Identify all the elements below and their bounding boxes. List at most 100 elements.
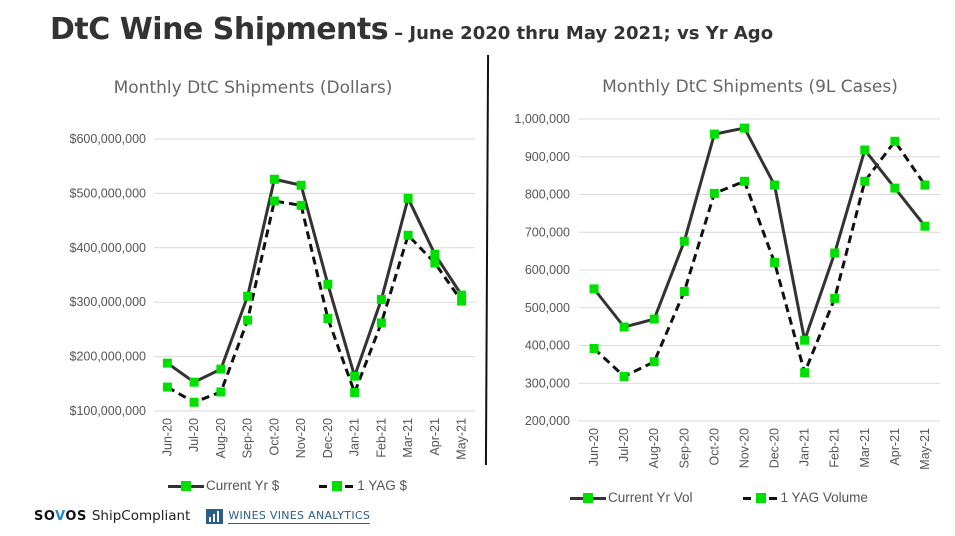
y-tick-label: $500,000,000 — [70, 186, 147, 200]
data-point-current — [162, 358, 172, 368]
y-tick-label: $300,000,000 — [70, 295, 147, 309]
data-point-current — [589, 284, 599, 294]
title-main: DtC Wine Shipments — [50, 12, 389, 47]
solid-line-marker-icon — [570, 492, 606, 503]
data-point-yag — [830, 293, 840, 303]
y-tick-label: 700,000 — [525, 225, 570, 239]
title-subtitle: – June 2020 thru May 2021; vs Yr Ago — [394, 23, 774, 44]
y-tick-label: $600,000,000 — [70, 132, 147, 146]
y-tick-label: 800,000 — [525, 188, 570, 202]
bar-chart-logo-icon — [206, 508, 224, 524]
y-tick-label: 600,000 — [525, 263, 570, 277]
x-tick-label: Oct-20 — [707, 428, 721, 466]
x-tick-label: Jun-20 — [587, 428, 601, 466]
x-tick-label: Dec-20 — [321, 418, 335, 458]
solid-line-marker-icon — [168, 480, 204, 491]
data-point-yag — [376, 318, 386, 328]
data-point-current — [739, 123, 749, 133]
wines-vines-logo-text: WINES VINES ANALYTICS — [228, 508, 371, 524]
data-point-yag — [770, 257, 780, 267]
data-point-current — [709, 129, 719, 139]
x-tick-label: Jan-21 — [798, 428, 812, 466]
legend-item-yag: 1 YAG $ — [319, 478, 407, 493]
dashed-line-marker-icon — [319, 480, 356, 491]
data-point-yag — [350, 388, 360, 398]
data-point-current — [189, 377, 199, 387]
data-point-yag — [457, 296, 467, 306]
x-tick-label: Nov-20 — [737, 428, 751, 468]
data-point-current — [860, 145, 870, 155]
x-tick-label: May-21 — [918, 428, 932, 470]
legend-label: Current Yr Vol — [608, 490, 693, 505]
data-point-current — [830, 248, 840, 258]
data-point-yag — [296, 200, 306, 210]
x-tick-label: Feb-21 — [374, 418, 388, 458]
legend-item-current: Current Yr Vol — [570, 490, 693, 505]
data-point-current — [296, 180, 306, 190]
x-tick-label: Aug-20 — [647, 428, 661, 468]
y-tick-label: 1,000,000 — [514, 112, 570, 126]
y-tick-label: 400,000 — [525, 339, 570, 353]
data-point-current — [457, 290, 467, 300]
y-tick-label: 200,000 — [525, 414, 570, 428]
page-title: DtC Wine Shipments – June 2020 thru May 2… — [50, 12, 773, 47]
data-point-yag — [589, 344, 599, 354]
x-tick-label: Jun-20 — [160, 418, 174, 456]
data-point-yag — [709, 188, 719, 198]
chart-title-dollars: Monthly DtC Shipments (Dollars) — [113, 78, 393, 98]
shipcompliant-logo-text: ShipCompliant — [91, 508, 191, 524]
x-tick-label: Jan-21 — [348, 418, 362, 456]
y-tick-label: $200,000,000 — [70, 350, 147, 364]
data-point-yag — [890, 136, 900, 146]
data-point-current — [430, 249, 440, 259]
data-point-current — [376, 294, 386, 304]
data-point-yag — [739, 176, 749, 186]
data-point-yag — [800, 368, 810, 378]
y-tick-label: 900,000 — [525, 150, 570, 164]
data-point-yag — [189, 397, 199, 407]
data-point-current — [890, 183, 900, 193]
x-tick-label: Jul-20 — [187, 418, 201, 452]
data-point-yag — [323, 314, 333, 324]
data-point-current — [350, 371, 360, 381]
data-point-current — [920, 221, 930, 231]
x-tick-label: Aug-20 — [214, 418, 228, 458]
x-tick-label: May-21 — [455, 418, 469, 460]
x-tick-label: Apr-21 — [428, 418, 442, 456]
x-tick-label: Jul-20 — [617, 428, 631, 462]
data-point-current — [800, 335, 810, 345]
sovos-logo: SOVOS — [34, 508, 87, 524]
y-tick-label: $100,000,000 — [70, 404, 147, 418]
data-point-yag — [619, 371, 629, 381]
data-point-yag — [430, 258, 440, 268]
chart-title-cases: Monthly DtC Shipments (9L Cases) — [602, 77, 898, 97]
data-point-current — [216, 364, 226, 374]
data-point-current — [770, 180, 780, 190]
data-point-current — [649, 314, 659, 324]
data-point-yag — [216, 387, 226, 397]
data-point-yag — [243, 315, 253, 325]
legend-item-yag: 1 YAG Volume — [742, 490, 868, 505]
legend-dollars: Current Yr $ 1 YAG $ — [168, 478, 447, 493]
legend-label: 1 YAG Volume — [780, 490, 868, 505]
x-tick-label: Mar-21 — [858, 428, 872, 468]
x-tick-label: Oct-20 — [267, 418, 281, 456]
series-line-yag — [593, 139, 927, 378]
data-point-current — [243, 291, 253, 301]
series-line-current — [592, 126, 927, 342]
data-point-yag — [860, 176, 870, 186]
x-tick-label: Dec-20 — [768, 428, 782, 468]
data-point-yag — [649, 357, 659, 367]
y-tick-label: 500,000 — [525, 301, 570, 315]
x-tick-label: Sep-20 — [241, 418, 255, 458]
data-point-current — [403, 193, 413, 203]
y-tick-label: 300,000 — [525, 376, 570, 390]
data-point-current — [679, 236, 689, 246]
data-point-yag — [679, 287, 689, 297]
x-tick-label: Mar-21 — [401, 418, 415, 458]
data-point-current — [269, 174, 279, 184]
legend-label: Current Yr $ — [206, 478, 280, 493]
dashed-line-marker-icon — [742, 492, 779, 503]
